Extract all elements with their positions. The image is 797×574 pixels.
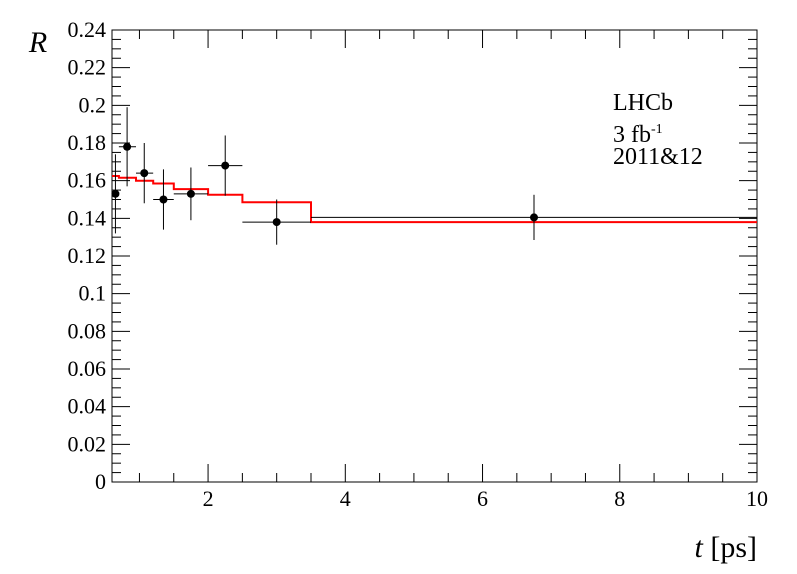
y-tick-label: 0 [95, 469, 106, 494]
y-tick-label: 0.2 [79, 92, 107, 117]
x-tick-label: 8 [614, 486, 625, 511]
data-marker [140, 169, 149, 178]
x-tick-label: 2 [203, 486, 214, 511]
experiment-label: LHCb [613, 90, 673, 116]
data-point [136, 143, 154, 204]
y-axis-label: R [28, 26, 47, 59]
data-marker [186, 189, 195, 198]
data-marker [272, 218, 281, 227]
y-tick-label: 0.18 [68, 130, 107, 155]
y-tick-label: 0.24 [68, 17, 107, 42]
x-tick-label: 6 [477, 486, 488, 511]
y-tick-label: 0.14 [68, 205, 107, 230]
y-tick-label: 0.04 [68, 394, 107, 419]
data-marker [529, 213, 538, 222]
y-tick-label: 0.22 [68, 55, 107, 80]
years-label: 2011&12 [613, 144, 703, 170]
axis-tick-labels: 2 4 6 8 10 0 0.02 0.04 0.06 0.08 0.1 0.12 0.14 0.16 0.… [68, 17, 769, 511]
y-tick-label: 0.12 [68, 243, 107, 268]
model-step-path [112, 175, 757, 224]
y-tick-label: 0.02 [68, 431, 107, 456]
y-tick-label: 0.16 [68, 168, 107, 193]
data-point [153, 169, 174, 230]
data-point [173, 167, 209, 221]
data-marker [111, 189, 120, 198]
y-tick-label: 0.08 [68, 318, 107, 343]
x-tick-label: 4 [340, 486, 351, 511]
model-step-line [112, 175, 757, 224]
data-marker [159, 195, 168, 204]
data-point [111, 154, 120, 234]
data-point [118, 107, 137, 187]
data-marker [221, 161, 230, 170]
y-tick-label: 0.06 [68, 356, 107, 381]
data-points [111, 107, 757, 245]
luminosity-label: 3 fb-1 [613, 122, 663, 148]
x-tick-label: 10 [746, 486, 768, 511]
data-point [310, 194, 757, 240]
data-point [208, 135, 243, 196]
data-marker [123, 142, 132, 151]
x-axis-label: t [ps] [695, 531, 758, 564]
data-point [242, 199, 311, 245]
y-tick-label: 0.1 [79, 281, 107, 306]
axis-ticks [112, 29, 758, 483]
